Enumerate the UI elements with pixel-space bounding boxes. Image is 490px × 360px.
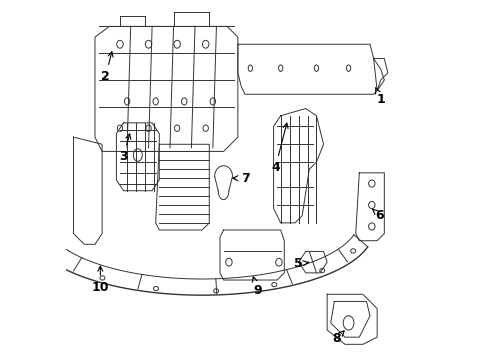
Text: 3: 3: [119, 134, 131, 163]
Text: 7: 7: [233, 172, 249, 185]
Text: 9: 9: [252, 277, 262, 297]
Text: 4: 4: [271, 123, 288, 174]
Text: 1: 1: [375, 88, 385, 106]
Text: 6: 6: [372, 209, 384, 222]
Text: 5: 5: [294, 257, 309, 270]
Text: 2: 2: [101, 52, 113, 83]
Text: 10: 10: [92, 266, 109, 294]
Text: 8: 8: [332, 331, 344, 346]
